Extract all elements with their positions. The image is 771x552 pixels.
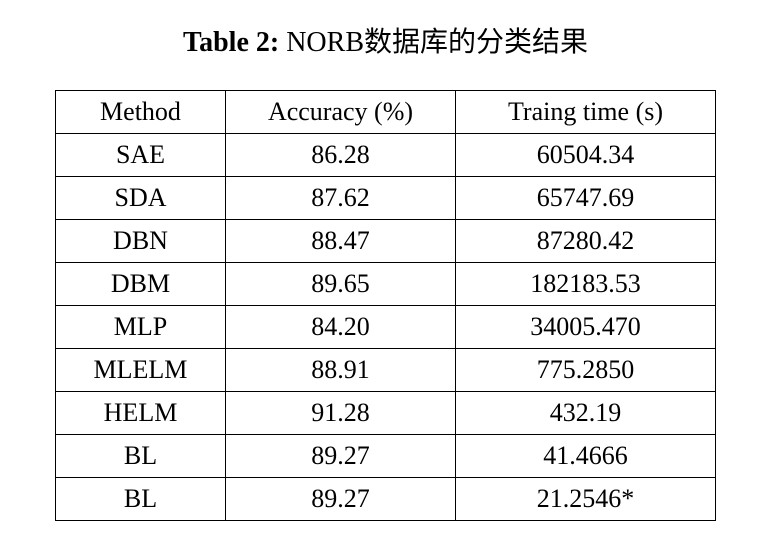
table-body: SAE 86.28 60504.34 SDA 87.62 65747.69 DB… — [56, 134, 716, 521]
table-row: HELM 91.28 432.19 — [56, 392, 716, 435]
cell-accuracy: 88.91 — [226, 349, 456, 392]
cell-method: SDA — [56, 177, 226, 220]
cell-method: HELM — [56, 392, 226, 435]
table-title: NORB数据库的分类结果 — [286, 27, 588, 58]
cell-time: 775.2850 — [456, 349, 716, 392]
cell-time: 65747.69 — [456, 177, 716, 220]
cell-method: DBN — [56, 220, 226, 263]
cell-accuracy: 87.62 — [226, 177, 456, 220]
cell-accuracy: 88.47 — [226, 220, 456, 263]
cell-time: 60504.34 — [456, 134, 716, 177]
cell-method: BL — [56, 435, 226, 478]
cell-accuracy: 89.65 — [226, 263, 456, 306]
cell-accuracy: 86.28 — [226, 134, 456, 177]
cell-time: 41.4666 — [456, 435, 716, 478]
table-label: Table 2: — [183, 27, 279, 58]
table-row: BL 89.27 41.4666 — [56, 435, 716, 478]
column-header-method: Method — [56, 91, 226, 134]
cell-accuracy: 84.20 — [226, 306, 456, 349]
table-row: SAE 86.28 60504.34 — [56, 134, 716, 177]
cell-time: 432.19 — [456, 392, 716, 435]
table-header-row: Method Accuracy (%) Traing time (s) — [56, 91, 716, 134]
cell-accuracy: 91.28 — [226, 392, 456, 435]
table-row: MLP 84.20 34005.470 — [56, 306, 716, 349]
cell-method: SAE — [56, 134, 226, 177]
results-table: Method Accuracy (%) Traing time (s) SAE … — [55, 90, 716, 521]
table-caption: Table 2: NORB数据库的分类结果 — [50, 20, 721, 60]
cell-time: 34005.470 — [456, 306, 716, 349]
cell-method: DBM — [56, 263, 226, 306]
table-row: DBN 88.47 87280.42 — [56, 220, 716, 263]
table-row: SDA 87.62 65747.69 — [56, 177, 716, 220]
table-row: DBM 89.65 182183.53 — [56, 263, 716, 306]
cell-method: MLP — [56, 306, 226, 349]
cell-accuracy: 89.27 — [226, 435, 456, 478]
cell-time: 21.2546* — [456, 478, 716, 521]
table-row: MLELM 88.91 775.2850 — [56, 349, 716, 392]
table-row: BL 89.27 21.2546* — [56, 478, 716, 521]
column-header-time: Traing time (s) — [456, 91, 716, 134]
cell-time: 87280.42 — [456, 220, 716, 263]
cell-accuracy: 89.27 — [226, 478, 456, 521]
cell-method: BL — [56, 478, 226, 521]
cell-method: MLELM — [56, 349, 226, 392]
column-header-accuracy: Accuracy (%) — [226, 91, 456, 134]
cell-time: 182183.53 — [456, 263, 716, 306]
